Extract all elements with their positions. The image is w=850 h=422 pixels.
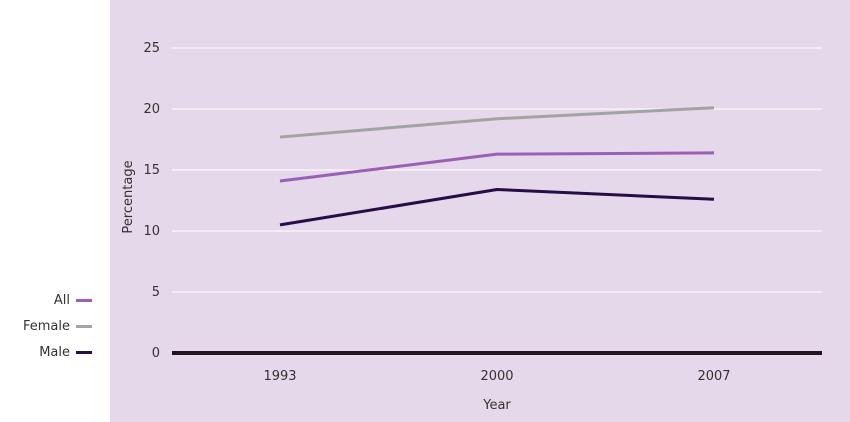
y-tick-labels: 0 5 10 15 20 25 (143, 41, 160, 361)
x-tick-label: 1993 (263, 369, 296, 384)
y-tick-label: 5 (152, 285, 160, 300)
series-line-female (279, 106, 715, 139)
legend-swatch-all (76, 298, 92, 302)
legend-swatch-female (76, 324, 92, 328)
y-tick-label: 20 (143, 102, 160, 117)
gridlines (172, 47, 822, 293)
y-tick-label: 0 (152, 346, 160, 361)
x-tick-label: 2007 (697, 369, 730, 384)
series-line-male (279, 188, 715, 227)
x-tick-label: 2000 (480, 369, 513, 384)
legend-label-male: Male (39, 344, 70, 360)
y-tick-label: 10 (143, 224, 160, 239)
legend-item-male: Male (0, 342, 92, 362)
legend-label-all: All (53, 292, 70, 308)
legend: All Female Male (0, 0, 110, 422)
legend-swatch-male (76, 350, 92, 354)
x-tick-labels: 1993 2000 2007 (263, 369, 730, 384)
legend-item-female: Female (0, 316, 92, 336)
x-axis-label: Year (482, 398, 511, 413)
series-lines (279, 106, 715, 227)
y-tick-label: 15 (143, 163, 160, 178)
y-tick-label: 25 (143, 41, 160, 56)
legend-item-all: All (0, 290, 92, 310)
series-line-all (279, 151, 715, 183)
legend-label-female: Female (22, 318, 70, 334)
y-axis-label: Percentage (121, 160, 136, 233)
